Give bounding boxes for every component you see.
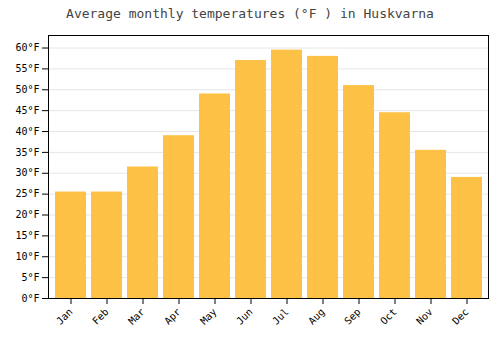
svg-text:15°F: 15°F	[15, 230, 39, 241]
svg-text:60°F: 60°F	[15, 42, 39, 53]
svg-text:45°F: 45°F	[15, 105, 39, 116]
svg-text:Jun: Jun	[234, 306, 255, 327]
svg-text:20°F: 20°F	[15, 209, 39, 220]
svg-text:0°F: 0°F	[21, 293, 39, 304]
svg-text:Mar: Mar	[126, 306, 147, 327]
svg-text:Dec: Dec	[450, 306, 471, 327]
svg-text:35°F: 35°F	[15, 147, 39, 158]
svg-text:55°F: 55°F	[15, 63, 39, 74]
svg-text:5°F: 5°F	[21, 272, 39, 283]
svg-text:Apr: Apr	[162, 306, 183, 327]
svg-text:50°F: 50°F	[15, 84, 39, 95]
svg-text:Jul: Jul	[270, 306, 291, 327]
svg-text:25°F: 25°F	[15, 188, 39, 199]
svg-text:30°F: 30°F	[15, 167, 39, 178]
svg-text:Aug: Aug	[306, 306, 327, 327]
svg-text:Jan: Jan	[54, 306, 75, 327]
svg-text:40°F: 40°F	[15, 126, 39, 137]
svg-text:May: May	[198, 306, 219, 327]
html-text:Average monthly temperatures (: Average monthly temperatures (°F ) in Hu…	[66, 6, 434, 21]
svg-text:Sep: Sep	[342, 306, 363, 327]
svg-text:Oct: Oct	[378, 306, 399, 327]
svg-text:Nov: Nov	[414, 306, 435, 327]
svg-text:10°F: 10°F	[15, 251, 39, 262]
svg-text:Feb: Feb	[90, 306, 111, 327]
